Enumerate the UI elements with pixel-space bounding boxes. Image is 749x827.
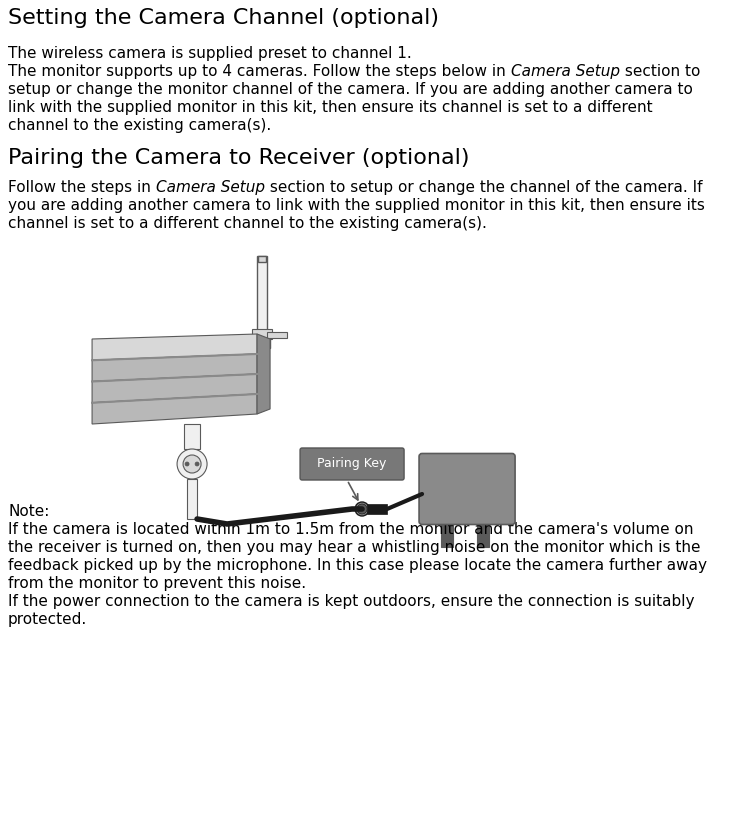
Bar	[258, 256, 266, 262]
Text: Camera Setup: Camera Setup	[156, 180, 264, 195]
Text: setup or change the monitor channel of the camera. If you are adding another cam: setup or change the monitor channel of t…	[8, 82, 693, 97]
Text: you are adding another camera to link with the supplied monitor in this kit, the: you are adding another camera to link wi…	[8, 198, 705, 213]
Text: protected.: protected.	[8, 612, 87, 627]
Text: channel to the existing camera(s).: channel to the existing camera(s).	[8, 118, 271, 133]
Bar	[187, 479, 197, 519]
FancyBboxPatch shape	[419, 453, 515, 524]
FancyBboxPatch shape	[300, 448, 404, 480]
Bar	[477, 522, 489, 547]
Text: If the power connection to the camera is kept outdoors, ensure the connection is: If the power connection to the camera is…	[8, 594, 694, 609]
Ellipse shape	[195, 462, 199, 466]
Text: from the monitor to prevent this noise.: from the monitor to prevent this noise.	[8, 576, 306, 591]
Text: Camera Setup: Camera Setup	[511, 64, 619, 79]
Bar	[367, 504, 387, 514]
Bar	[267, 332, 287, 338]
Text: Pairing Key: Pairing Key	[318, 457, 386, 471]
Bar	[485, 493, 493, 495]
Bar	[442, 481, 450, 483]
Text: Pairing the Camera to Receiver (optional): Pairing the Camera to Receiver (optional…	[8, 148, 470, 168]
Text: channel is set to a different channel to the existing camera(s).: channel is set to a different channel to…	[8, 216, 487, 231]
Bar	[457, 485, 465, 487]
Text: If the camera is located within 1m to 1.5m from the monitor and the camera's vol: If the camera is located within 1m to 1.…	[8, 522, 694, 537]
Polygon shape	[92, 334, 257, 361]
Ellipse shape	[177, 449, 207, 479]
Ellipse shape	[185, 462, 189, 466]
Text: section to: section to	[619, 64, 700, 79]
Bar	[252, 329, 272, 339]
Bar	[184, 424, 200, 449]
Polygon shape	[92, 394, 257, 424]
Text: The monitor supports up to 4 cameras. Follow the steps below in: The monitor supports up to 4 cameras. Fo…	[8, 64, 511, 79]
Text: feedback picked up by the microphone. In this case please locate the camera furt: feedback picked up by the microphone. In…	[8, 558, 707, 573]
Text: section to setup or change the channel of the camera. If: section to setup or change the channel o…	[264, 180, 703, 195]
Text: The wireless camera is supplied preset to channel 1.: The wireless camera is supplied preset t…	[8, 46, 412, 61]
Bar	[441, 522, 453, 547]
Polygon shape	[92, 354, 257, 381]
Text: link with the supplied monitor in this kit, then ensure its channel is set to a : link with the supplied monitor in this k…	[8, 100, 652, 115]
Polygon shape	[257, 334, 270, 414]
Bar	[257, 256, 267, 344]
Bar	[472, 489, 480, 491]
Polygon shape	[92, 374, 257, 403]
Bar	[427, 477, 507, 499]
Ellipse shape	[357, 504, 367, 514]
Text: the receiver is turned on, then you may hear a whistling noise on the monitor wh: the receiver is turned on, then you may …	[8, 540, 700, 555]
Text: Setting the Camera Channel (optional): Setting the Camera Channel (optional)	[8, 8, 439, 28]
Text: Note:: Note:	[8, 504, 49, 519]
Text: Follow the steps in: Follow the steps in	[8, 180, 156, 195]
Ellipse shape	[355, 502, 369, 516]
Bar	[254, 336, 270, 348]
Ellipse shape	[183, 455, 201, 473]
